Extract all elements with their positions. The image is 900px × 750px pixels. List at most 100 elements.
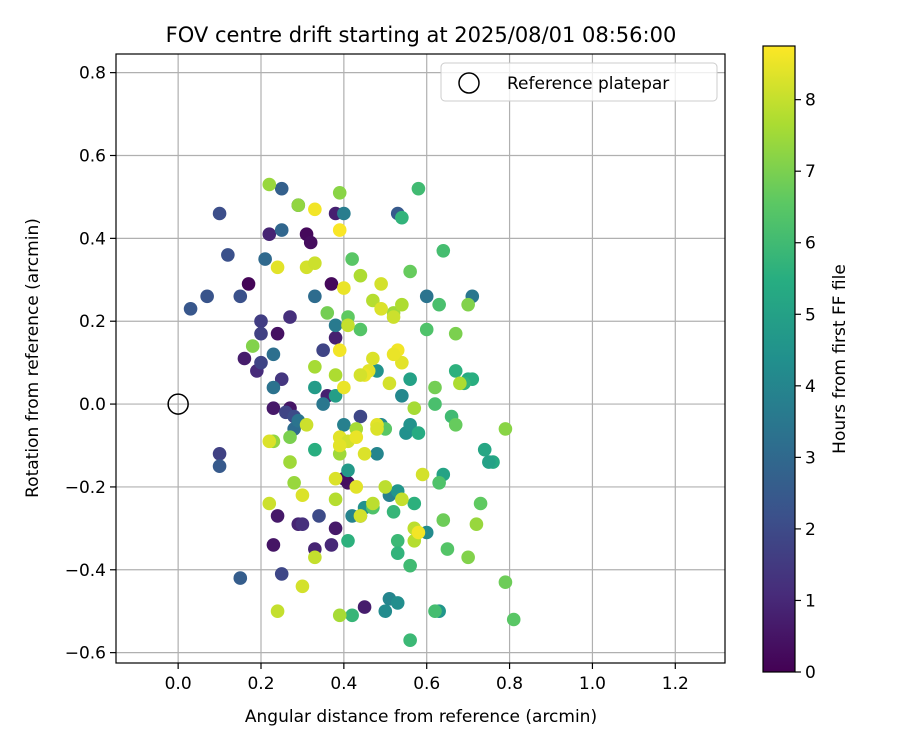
data-point (324, 538, 339, 552)
data-point (266, 347, 281, 362)
data-point (287, 475, 301, 490)
data-point (395, 210, 409, 225)
data-point (337, 417, 351, 432)
grid-lines (116, 54, 725, 663)
data-point (386, 347, 401, 362)
data-point (370, 446, 384, 461)
data-point (506, 612, 521, 627)
data-point (345, 252, 359, 266)
data-point (428, 380, 442, 395)
data-point (328, 521, 343, 536)
data-point (274, 567, 289, 581)
data-point (498, 422, 513, 436)
data-point (262, 496, 277, 511)
data-point (328, 388, 343, 403)
data-point (382, 376, 397, 391)
data-point (482, 455, 496, 469)
data-point (353, 509, 368, 523)
data-point (295, 517, 310, 532)
data-point (374, 277, 388, 291)
data-point (212, 446, 227, 461)
data-points (183, 177, 521, 648)
data-point (270, 509, 285, 523)
data-point (341, 463, 355, 478)
data-point (212, 459, 227, 474)
data-point (353, 409, 368, 424)
data-point (498, 575, 513, 590)
data-point (386, 504, 401, 519)
y-tick-label: −0.2 (65, 478, 106, 498)
data-point (390, 533, 405, 548)
data-point (403, 264, 417, 279)
data-point (366, 351, 380, 366)
data-point (283, 430, 297, 445)
data-point (332, 343, 347, 358)
legend: Reference platepar (440, 62, 718, 102)
chart-title: FOV centre drift starting at 2025/08/01 … (166, 23, 677, 47)
data-point (270, 604, 285, 619)
legend-entry: Reference platepar (507, 74, 669, 94)
data-point (374, 301, 388, 316)
data-point (386, 310, 401, 324)
data-point (303, 235, 318, 250)
data-point (254, 355, 268, 370)
data-point (316, 343, 330, 358)
data-point (200, 289, 214, 304)
data-point (407, 496, 422, 511)
data-point (341, 533, 355, 548)
data-point (274, 223, 289, 237)
data-point (407, 401, 422, 416)
data-point (448, 364, 463, 378)
data-point (357, 600, 372, 614)
x-tick-label: 1.2 (662, 674, 689, 694)
data-point (461, 297, 475, 312)
data-point (419, 322, 434, 337)
plot-area-frame (115, 53, 726, 664)
y-tick-label: −0.6 (65, 644, 106, 664)
colorbar-tick-label: 1 (805, 591, 816, 611)
data-point (432, 475, 446, 490)
y-tick-label: −0.4 (65, 561, 106, 581)
data-point (411, 525, 426, 540)
x-axis-ticks: 0.0 0.2 0.4 0.6 0.8 1.0 1.2 (165, 663, 689, 694)
x-tick-label: 1.0 (579, 674, 606, 694)
y-tick-label: 0.6 (79, 147, 106, 167)
data-point (308, 202, 322, 217)
data-point (341, 318, 355, 333)
data-point (283, 455, 297, 469)
data-point (403, 558, 417, 573)
data-point (415, 467, 430, 482)
data-point (477, 442, 492, 457)
data-point (328, 471, 343, 486)
data-point (345, 608, 359, 623)
data-point (370, 422, 384, 436)
data-point (366, 293, 380, 308)
data-point (266, 380, 281, 395)
colorbar-tick-label: 6 (805, 234, 816, 254)
data-point (266, 538, 281, 552)
data-point (436, 513, 451, 527)
legend-marker-icon (458, 72, 480, 94)
data-point (357, 446, 372, 461)
data-point (349, 480, 364, 494)
data-point (378, 480, 393, 494)
data-point (390, 596, 405, 610)
data-point (419, 289, 434, 304)
data-point (395, 492, 409, 507)
data-point (332, 185, 347, 200)
data-point (233, 289, 248, 304)
x-tick-label: 0.4 (330, 674, 357, 694)
x-tick-label: 0.8 (496, 674, 523, 694)
data-point (221, 248, 235, 262)
data-point (262, 227, 277, 242)
colorbar-gradient (762, 45, 796, 673)
data-point (328, 330, 343, 345)
data-point (308, 256, 322, 271)
data-point (332, 438, 347, 453)
data-point (337, 281, 351, 295)
data-point (245, 339, 260, 353)
data-point (403, 417, 417, 432)
data-point (403, 372, 417, 387)
data-point (440, 542, 455, 556)
